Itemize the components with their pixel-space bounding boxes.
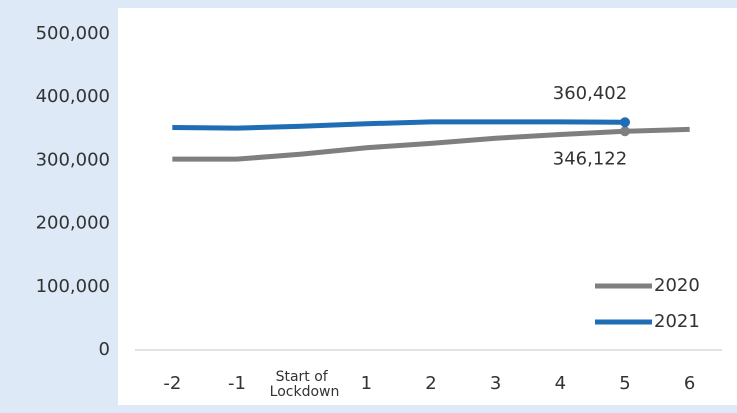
y-tick-label: 100,000 <box>36 276 110 297</box>
y-tick-label: 400,000 <box>36 86 110 107</box>
data-label: 346,122 <box>553 148 627 169</box>
y-tick-label: 200,000 <box>36 213 110 234</box>
y-tick-label: 500,000 <box>36 23 110 44</box>
x-tick-label: 4 <box>554 373 567 394</box>
x-tick-label: 2 <box>425 373 437 394</box>
legend-label: 2020 <box>654 275 700 296</box>
y-tick-label: 300,000 <box>36 149 110 170</box>
plot-area <box>118 8 737 405</box>
series-line <box>172 119 626 131</box>
x-tick-label: -2 <box>163 373 182 394</box>
data-label: 360,402 <box>553 83 627 104</box>
x-tick-label: 1 <box>360 373 373 394</box>
point-marker <box>620 117 630 128</box>
x-tick-label: Start of Lockdown <box>269 369 340 400</box>
y-tick-label: 0 <box>99 339 110 360</box>
x-tick-label: -1 <box>228 373 246 394</box>
x-tick-label: 3 <box>489 373 502 394</box>
legend-label: 2021 <box>654 311 700 332</box>
x-tick-label: 5 <box>619 373 631 394</box>
series-line <box>172 126 690 162</box>
point-marker <box>620 126 630 137</box>
x-tick-label: 6 <box>683 373 696 394</box>
